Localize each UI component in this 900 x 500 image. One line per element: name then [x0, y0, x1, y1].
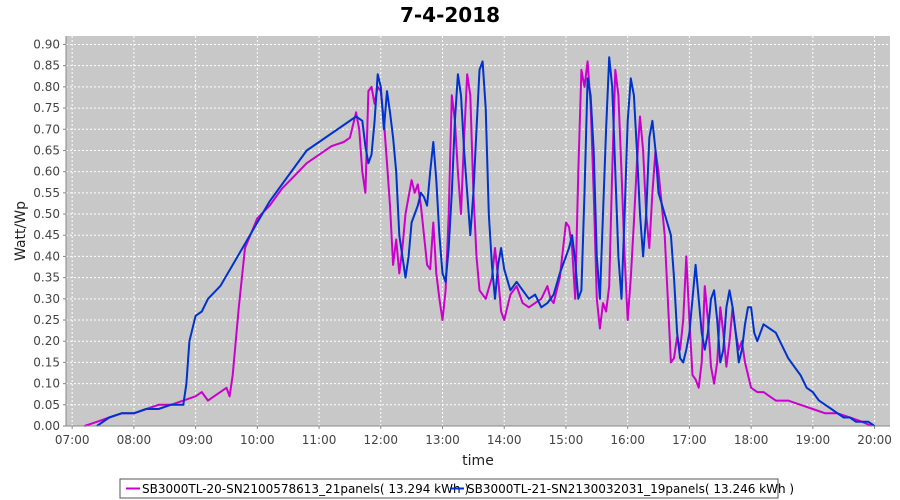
y-tick-label: 0.45 — [33, 228, 60, 242]
series-line-2 — [96, 56, 876, 427]
x-tick-label: 12:00 — [363, 433, 398, 447]
x-tick-label: 16:00 — [610, 433, 645, 447]
chart-title: 7-4-2018 — [400, 3, 500, 27]
legend: SB3000TL-20-SN2100578613_21panels( 13.29… — [119, 478, 794, 499]
x-tick-label: 08:00 — [117, 433, 152, 447]
x-tick-label: 19:00 — [796, 433, 831, 447]
x-tick-label: 18:00 — [734, 433, 769, 447]
y-tick-label: 0.15 — [33, 355, 60, 369]
y-tick-label: 0.70 — [33, 122, 60, 136]
x-tick-label: 07:00 — [55, 433, 90, 447]
legend-box — [119, 478, 779, 499]
y-tick-label: 0.60 — [33, 165, 60, 179]
y-tick-label: 0.10 — [33, 377, 60, 391]
y-tick-label: 0.40 — [33, 249, 60, 263]
y-tick-label: 0.75 — [33, 101, 60, 115]
y-tick-label: 0.00 — [33, 419, 60, 433]
x-tick-label: 13:00 — [425, 433, 460, 447]
y-tick-label: 0.30 — [33, 292, 60, 306]
series-lines — [84, 56, 876, 427]
x-tick-label: 09:00 — [178, 433, 213, 447]
legend-label-series-2: SB3000TL-21-SN2130032031_19panels( 13.24… — [467, 482, 794, 496]
y-axis-label: Watt/Wp — [13, 201, 29, 261]
y-tick-label: 0.85 — [33, 59, 60, 73]
x-tick-label: 11:00 — [302, 433, 337, 447]
x-tick-label: 17:00 — [672, 433, 707, 447]
x-tick-label: 20:00 — [857, 433, 892, 447]
y-tick-label: 0.50 — [33, 207, 60, 221]
y-tick-label: 0.25 — [33, 313, 60, 327]
y-tick-label: 0.65 — [33, 143, 60, 157]
y-tick-label: 0.05 — [33, 398, 60, 412]
x-tick-label: 15:00 — [549, 433, 584, 447]
x-tick-label: 14:00 — [487, 433, 522, 447]
x-axis-label: time — [462, 453, 494, 469]
x-axis-ticks: 07:00 08:00 09:00 10:00 11:00 12:00 13:00 14:00… — [55, 426, 892, 447]
y-axis-ticks: 0.00 0.05 0.10 0.15 0.20 0.25 0.30 0.35 0.40 0.45… — [33, 37, 66, 433]
y-tick-label: 0.20 — [33, 334, 60, 348]
y-tick-label: 0.90 — [33, 37, 60, 51]
y-tick-label: 0.80 — [33, 80, 60, 94]
x-tick-label: 10:00 — [240, 433, 275, 447]
y-tick-label: 0.35 — [33, 271, 60, 285]
y-tick-label: 0.55 — [33, 186, 60, 200]
legend-label-series-1: SB3000TL-20-SN2100578613_21panels( 13.29… — [142, 482, 469, 496]
